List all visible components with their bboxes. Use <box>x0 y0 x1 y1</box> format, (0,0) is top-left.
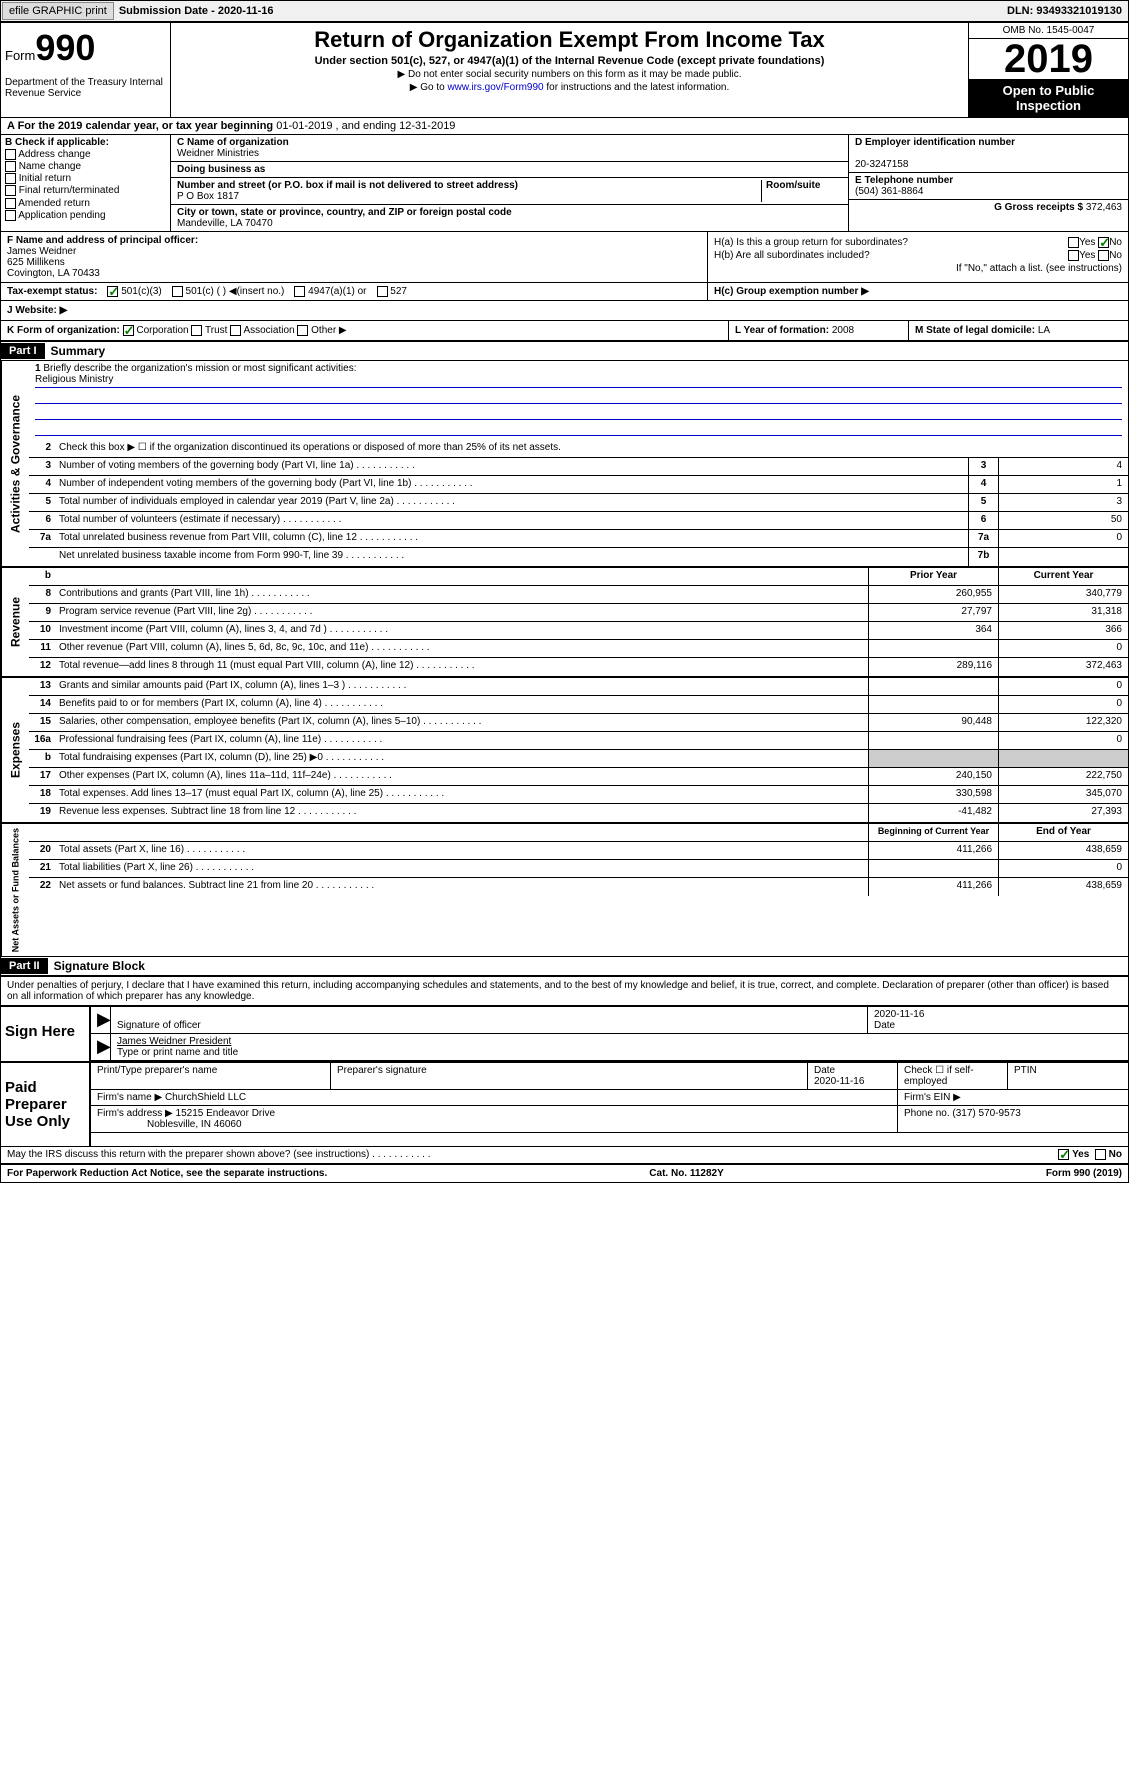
cb-527[interactable] <box>377 286 388 297</box>
summary-line: 10Investment income (Part VIII, column (… <box>29 622 1128 640</box>
officer-name-title: James Weidner President <box>117 1036 231 1047</box>
summary-line: 17Other expenses (Part IX, column (A), l… <box>29 768 1128 786</box>
cb-501c3[interactable] <box>107 286 118 297</box>
tax-year: 2019 <box>969 39 1128 79</box>
phone: (504) 361-8864 <box>855 186 923 197</box>
cb-4947[interactable] <box>294 286 305 297</box>
irs-link[interactable]: www.irs.gov/Form990 <box>447 82 543 93</box>
summary-line: 19Revenue less expenses. Subtract line 1… <box>29 804 1128 822</box>
form-title: Return of Organization Exempt From Incom… <box>175 27 964 53</box>
summary-line: 8Contributions and grants (Part VIII, li… <box>29 586 1128 604</box>
cat-no: Cat. No. 11282Y <box>649 1168 723 1179</box>
cb-hb-no[interactable] <box>1098 250 1109 261</box>
cb-hb-yes[interactable] <box>1068 250 1079 261</box>
cb-ha-yes[interactable] <box>1068 237 1079 248</box>
website-row: J Website: ▶ <box>1 301 1128 321</box>
part1-header: Part I <box>1 343 45 359</box>
vlabel-expenses: Expenses <box>1 678 29 822</box>
summary-line: bTotal fundraising expenses (Part IX, co… <box>29 750 1128 768</box>
sign-here-label: Sign Here <box>1 1007 91 1061</box>
cb-name-change[interactable] <box>5 161 16 172</box>
cb-assoc[interactable] <box>230 325 241 336</box>
summary-line: 6Total number of volunteers (estimate if… <box>29 512 1128 530</box>
cb-corp[interactable] <box>123 325 134 336</box>
summary-line: 12Total revenue—add lines 8 through 11 (… <box>29 658 1128 676</box>
summary-line: 15Salaries, other compensation, employee… <box>29 714 1128 732</box>
period-row: A For the 2019 calendar year, or tax yea… <box>1 118 1128 135</box>
submission-date-label: Submission Date - 2020-11-16 <box>115 3 278 19</box>
summary-line: 16aProfessional fundraising fees (Part I… <box>29 732 1128 750</box>
summary-line: 18Total expenses. Add lines 13–17 (must … <box>29 786 1128 804</box>
officer-name: James Weidner <box>7 246 76 257</box>
summary-line: 9Program service revenue (Part VIII, lin… <box>29 604 1128 622</box>
paid-preparer-label: Paid Preparer Use Only <box>1 1063 91 1146</box>
ein: 20-3247158 <box>855 159 908 170</box>
cb-other[interactable] <box>297 325 308 336</box>
cb-address-change[interactable] <box>5 149 16 160</box>
vlabel-revenue: Revenue <box>1 568 29 676</box>
summary-line: 11Other revenue (Part VIII, column (A), … <box>29 640 1128 658</box>
year-formation: 2008 <box>832 325 854 336</box>
cb-final-return[interactable] <box>5 185 16 196</box>
org-address: P O Box 1817 <box>177 191 239 202</box>
state-domicile: LA <box>1038 325 1050 336</box>
form-number: Form990 <box>5 27 166 69</box>
part2-header: Part II <box>1 958 48 974</box>
open-public-badge: Open to Public Inspection <box>969 79 1128 117</box>
form-ref: Form 990 (2019) <box>1046 1168 1122 1179</box>
cb-initial-return[interactable] <box>5 173 16 184</box>
vlabel-governance: Activities & Governance <box>1 361 29 566</box>
summary-line: 13Grants and similar amounts paid (Part … <box>29 678 1128 696</box>
cb-app-pending[interactable] <box>5 210 16 221</box>
link-note: ▶ Go to www.irs.gov/Form990 for instruct… <box>175 82 964 93</box>
cb-discuss-yes[interactable] <box>1058 1149 1069 1160</box>
summary-line: Net unrelated business taxable income fr… <box>29 548 1128 566</box>
summary-line: 7aTotal unrelated business revenue from … <box>29 530 1128 548</box>
firm-phone: (317) 570-9573 <box>952 1108 1020 1119</box>
cb-trust[interactable] <box>191 325 202 336</box>
cb-501c[interactable] <box>172 286 183 297</box>
efile-print-button[interactable]: efile GRAPHIC print <box>2 2 114 20</box>
cb-discuss-no[interactable] <box>1095 1149 1106 1160</box>
summary-line: 4Number of independent voting members of… <box>29 476 1128 494</box>
summary-line: 21Total liabilities (Part X, line 26)0 <box>29 860 1128 878</box>
perjury-text: Under penalties of perjury, I declare th… <box>1 976 1128 1005</box>
summary-line: 14Benefits paid to or for members (Part … <box>29 696 1128 714</box>
form-subtitle: Under section 501(c), 527, or 4947(a)(1)… <box>175 55 964 67</box>
form-990: Form990 Department of the Treasury Inter… <box>0 22 1129 1183</box>
summary-line: 5Total number of individuals employed in… <box>29 494 1128 512</box>
summary-line: 3Number of voting members of the governi… <box>29 458 1128 476</box>
dln-label: DLN: 93493321019130 <box>1001 3 1128 19</box>
pra-notice: For Paperwork Reduction Act Notice, see … <box>7 1168 327 1179</box>
section-b-checkboxes: B Check if applicable: Address change Na… <box>1 135 171 231</box>
cb-amended[interactable] <box>5 198 16 209</box>
mission-text: Religious Ministry <box>35 374 113 385</box>
firm-name: ChurchShield LLC <box>165 1092 246 1103</box>
cb-ha-no[interactable] <box>1098 237 1109 248</box>
topbar: efile GRAPHIC print Submission Date - 20… <box>0 0 1129 22</box>
ssn-note: ▶ Do not enter social security numbers o… <box>175 69 964 80</box>
org-city: Mandeville, LA 70470 <box>177 218 273 229</box>
summary-line: 22Net assets or fund balances. Subtract … <box>29 878 1128 896</box>
org-name: Weidner Ministries <box>177 148 259 159</box>
summary-line: 20Total assets (Part X, line 16)411,2664… <box>29 842 1128 860</box>
gross-receipts: 372,463 <box>1086 202 1122 213</box>
dept-label: Department of the Treasury Internal Reve… <box>5 77 166 99</box>
vlabel-netassets: Net Assets or Fund Balances <box>1 824 29 956</box>
